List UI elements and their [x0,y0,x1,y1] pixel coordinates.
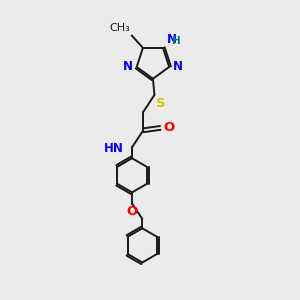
Text: N: N [167,33,176,46]
Text: N: N [173,60,183,74]
Text: CH₃: CH₃ [110,23,130,33]
Text: N: N [123,60,133,74]
Text: O: O [126,205,138,218]
Text: S: S [156,97,166,110]
Text: O: O [163,121,175,134]
Text: H: H [172,36,181,46]
Text: HN: HN [104,142,124,155]
